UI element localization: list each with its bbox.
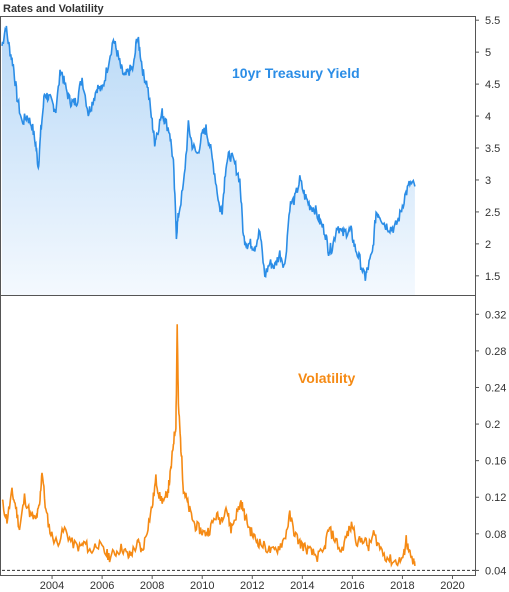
volatility-y-tick-label: 0.04 (485, 565, 506, 577)
yield-y-tick-label: 3.5 (485, 143, 500, 155)
volatility-y-tick-label: 0.32 (485, 309, 506, 321)
x-tick-label: 2014 (290, 580, 314, 592)
yield-y-tick-label: 1.5 (485, 271, 500, 283)
yield-y-tick-label: 2 (485, 239, 491, 251)
volatility-y-tick-label: 0.16 (485, 456, 506, 468)
yield-series-line (1, 25, 416, 281)
yield-area-fill (2, 26, 415, 295)
yield-y-tick-label: 4.5 (485, 79, 500, 91)
x-tick-label: 2010 (190, 580, 214, 592)
volatility-series-line (1, 324, 416, 568)
volatility-y-tick-label: 0.08 (485, 529, 506, 541)
yield-y-tick-label: 4 (485, 111, 491, 123)
volatility-y-tick-label: 0.24 (485, 382, 506, 394)
x-tick-label: 2012 (240, 580, 264, 592)
x-axis: 2004 2006 2008 2010 2012 2014 2016 2018 2020 (40, 575, 465, 592)
x-tick-label: 2006 (90, 580, 114, 592)
x-tick-label: 2008 (140, 580, 164, 592)
chart-title: Rates and Volatility (3, 3, 105, 15)
yield-series-label: 10yr Treasury Yield (232, 65, 360, 81)
yield-y-tick-label: 5.5 (485, 15, 500, 27)
volatility-y-tick-label: 0.12 (485, 492, 506, 504)
x-tick-label: 2016 (340, 580, 364, 592)
yield-y-tick-label: 2.5 (485, 207, 500, 219)
yield-y-tick-label: 3 (485, 175, 491, 187)
x-tick-label: 2020 (440, 580, 464, 592)
yield-y-tick-label: 5 (485, 47, 491, 59)
volatility-series-label: Volatility (298, 370, 356, 386)
volatility-y-tick-label: 0.28 (485, 346, 506, 358)
x-tick-label: 2018 (390, 580, 414, 592)
volatility-panel: 0.04 0.08 0.12 0.16 0.2 0.24 0.28 0.32 Volatili… (1, 309, 506, 577)
volatility-panel-frame (0, 295, 476, 576)
x-tick-label: 2004 (40, 580, 64, 592)
yield-panel: 1.5 2 2.5 3 3.5 4 4.5 5 5.5 10yr Treasury Yield (1, 15, 500, 295)
volatility-y-tick-label: 0.2 (485, 419, 500, 431)
